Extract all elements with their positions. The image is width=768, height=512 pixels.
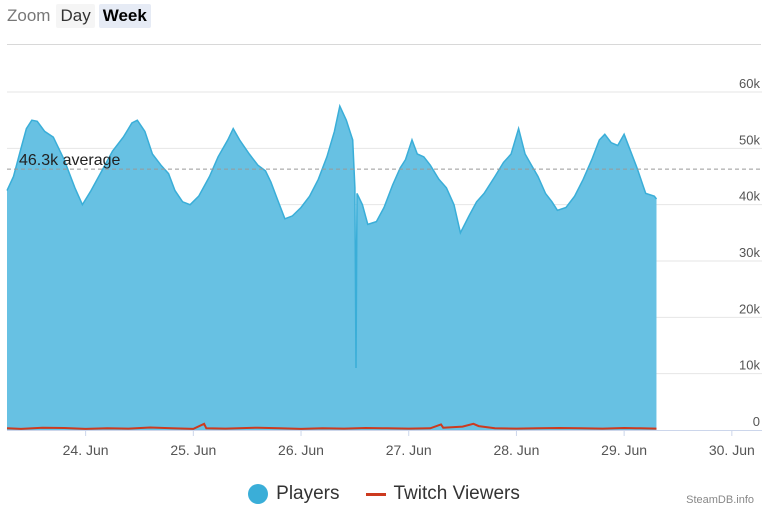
legend-item-players[interactable]: Players <box>248 483 340 505</box>
navigator-divider <box>7 44 761 45</box>
legend-item-twitch[interactable]: Twitch Viewers <box>365 483 520 505</box>
twitch-viewers-line <box>6 422 657 430</box>
twitch-legend-marker <box>365 492 386 496</box>
players-legend-marker <box>248 484 269 504</box>
players-line <box>6 103 658 369</box>
x-tick-label: 25. Jun <box>170 442 216 458</box>
y-tick-label: 40k <box>739 189 760 204</box>
series-layer <box>6 103 658 430</box>
legend-label-twitch: Twitch Viewers <box>393 483 520 504</box>
overlay-layer <box>7 168 762 436</box>
legend: Players Twitch Viewers <box>0 480 768 508</box>
y-tick-label: 60k <box>739 76 760 91</box>
y-tick-label: 50k <box>739 132 760 147</box>
credit-link[interactable]: SteamDB.info <box>686 494 754 506</box>
zoom-day-button[interactable]: Day <box>56 4 95 28</box>
y-tick-label: 10k <box>739 358 760 373</box>
y-tick-label: 20k <box>739 301 760 316</box>
average-label: 46.3k average <box>19 152 121 169</box>
x-tick-label: 29. Jun <box>601 442 647 458</box>
y-tick-label: 0 <box>753 414 760 429</box>
label-layer: 0 10k 20k 30k 40k 50k 60k 46.3k average 24. Jun 2… <box>19 76 760 458</box>
x-tick-label: 24. Jun <box>63 442 109 458</box>
x-tick-label: 30. Jun <box>709 442 755 458</box>
player-chart[interactable]: 0 10k 20k 30k 40k 50k 60k 46.3k average 24. Jun 2… <box>0 0 768 470</box>
x-tick-label: 26. Jun <box>278 442 324 458</box>
x-tick-label: 28. Jun <box>493 442 539 458</box>
y-tick-label: 30k <box>739 245 760 260</box>
zoom-label: Zoom <box>7 6 51 25</box>
players-area <box>7 106 657 430</box>
zoom-week-button[interactable]: Week <box>98 4 151 28</box>
x-tick-label: 27. Jun <box>386 442 432 458</box>
zoom-controls: Zoom Day Week <box>7 2 151 30</box>
legend-label-players: Players <box>276 483 340 504</box>
